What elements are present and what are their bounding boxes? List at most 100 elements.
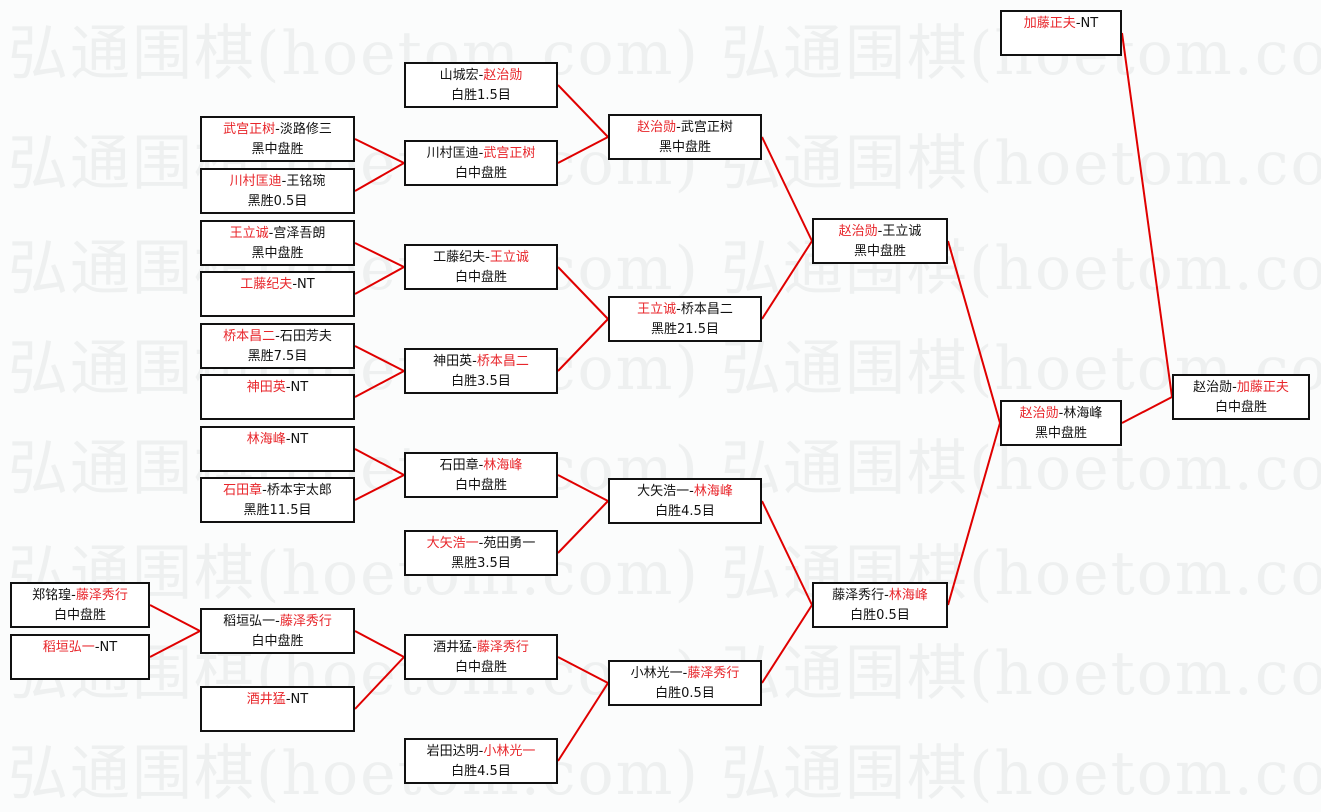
match-box: 酒井猛-NT bbox=[200, 686, 355, 732]
match-box: 神田英-桥本昌二 白胜3.5目 bbox=[404, 348, 558, 394]
white-player: 王立诚 bbox=[882, 224, 922, 239]
separator: - bbox=[689, 484, 694, 499]
match-players: 山城宏-赵治勋 bbox=[406, 66, 556, 86]
bracket-connector bbox=[149, 604, 201, 632]
match-result: 黑中盘胜 bbox=[251, 142, 304, 157]
match-result: 白胜0.5目 bbox=[655, 686, 715, 701]
match-box: 工藤纪夫-王立诚 白中盘胜 bbox=[404, 244, 558, 290]
black-player: 赵治勋 bbox=[637, 120, 677, 135]
white-player: 加藤正夫 bbox=[1236, 380, 1289, 395]
bracket-connector bbox=[947, 240, 1001, 424]
black-player: 山城宏 bbox=[439, 68, 479, 83]
separator: - bbox=[285, 432, 291, 447]
match-box: 王立诚-宫泽吾朗黑中盘胜 bbox=[200, 220, 355, 266]
white-player: 藤泽秀行 bbox=[476, 640, 529, 655]
black-player: 神田英 bbox=[433, 354, 473, 369]
match-result: 黑胜0.5目 bbox=[247, 194, 308, 209]
separator: - bbox=[1058, 406, 1064, 421]
black-player: 酒井猛 bbox=[433, 640, 473, 655]
match-players: 武宫正树-淡路修三 bbox=[202, 120, 353, 140]
white-player: 桥本昌二 bbox=[476, 354, 529, 369]
white-player: 赵治勋 bbox=[483, 68, 523, 83]
match-result: 白中盘胜 bbox=[53, 608, 106, 623]
match-box: 稻垣弘一-NT bbox=[10, 634, 150, 680]
white-player: 武宫正树 bbox=[483, 146, 536, 161]
black-player: 川村匡迪 bbox=[229, 174, 282, 189]
separator: - bbox=[285, 380, 291, 395]
bracket-connector bbox=[557, 84, 609, 138]
bracket-connector bbox=[557, 682, 609, 762]
match-players: 石田章-桥本宇太郎 bbox=[202, 481, 353, 501]
match-players: 稻垣弘一-藤泽秀行 bbox=[202, 612, 353, 632]
bracket-connector bbox=[149, 630, 201, 658]
match-players: 神田英-桥本昌二 bbox=[406, 352, 556, 372]
black-player: 工藤纪夫 bbox=[433, 250, 486, 265]
white-player: 王立诚 bbox=[489, 250, 529, 265]
separator: - bbox=[682, 666, 688, 681]
separator: - bbox=[877, 224, 883, 239]
bracket-connector bbox=[557, 318, 609, 372]
match-box: 石田章-桥本宇太郎 黑胜11.5目 bbox=[200, 477, 355, 523]
match-players: 加藤正夫-NT bbox=[1002, 14, 1120, 34]
match-box: 加藤正夫-NT bbox=[1000, 10, 1122, 56]
match-box: 工藤纪夫-NT bbox=[200, 271, 355, 317]
bracket-connector bbox=[557, 136, 609, 164]
bracket-connector bbox=[354, 266, 405, 295]
separator: - bbox=[478, 536, 484, 551]
match-players: 岩田达明-小林光一 bbox=[406, 742, 556, 762]
separator: - bbox=[884, 588, 889, 603]
bracket-connector bbox=[557, 266, 609, 320]
match-players: 王立诚-宫泽吾朗 bbox=[202, 224, 353, 244]
separator: - bbox=[478, 146, 484, 161]
black-player: 赵治勋 bbox=[838, 224, 878, 239]
white-player: 林海峰 bbox=[888, 588, 928, 603]
match-players: 稻垣弘一-NT bbox=[12, 638, 148, 658]
match-result: 黑胜7.5目 bbox=[247, 349, 308, 364]
match-result: 黑中盘胜 bbox=[251, 246, 304, 261]
white-player: 藤泽秀行 bbox=[687, 666, 740, 681]
white-player: 王铭琬 bbox=[286, 174, 326, 189]
separator: - bbox=[275, 614, 280, 629]
white-player: 小林光一 bbox=[483, 744, 536, 759]
black-player: 稻垣弘一 bbox=[42, 640, 95, 655]
bracket-connector bbox=[761, 240, 813, 320]
black-player: 武宫正树 bbox=[223, 122, 276, 137]
bracket-connector bbox=[761, 604, 813, 684]
match-result: 白胜4.5目 bbox=[655, 504, 715, 519]
bracket-connector bbox=[354, 162, 405, 192]
match-box: 赵治勋-武宫正树 黑中盘胜 bbox=[608, 114, 762, 160]
bracket-connector bbox=[354, 138, 405, 164]
match-players: 川村匡迪-王铭琬 bbox=[202, 172, 353, 192]
black-player: 大矢浩一 bbox=[637, 484, 690, 499]
match-box: 酒井猛-藤泽秀行白中盘胜 bbox=[404, 634, 558, 680]
bracket-connector bbox=[557, 656, 609, 684]
match-players: 酒井猛-藤泽秀行 bbox=[406, 638, 556, 658]
match-result: 白中盘胜 bbox=[454, 166, 507, 181]
separator: - bbox=[275, 122, 280, 137]
match-players: 藤泽秀行-林海峰 bbox=[814, 586, 946, 606]
separator: - bbox=[292, 277, 298, 292]
white-player: 淡路修三 bbox=[279, 122, 332, 137]
black-player: 川村匡迪 bbox=[426, 146, 479, 161]
match-box: 赵治勋-王立诚 黑中盘胜 bbox=[812, 218, 948, 264]
black-player: 郑铭瑝 bbox=[32, 588, 72, 603]
match-players: 大矢浩一-苑田勇一 bbox=[406, 534, 556, 554]
match-result: 黑中盘胜 bbox=[658, 140, 711, 155]
separator: - bbox=[472, 354, 477, 369]
white-player: 林海峰 bbox=[1063, 406, 1103, 421]
white-player: NT bbox=[290, 380, 309, 395]
white-player: 林海峰 bbox=[483, 458, 523, 473]
separator: - bbox=[478, 68, 484, 83]
match-players: 神田英-NT bbox=[202, 378, 353, 398]
match-players: 小林光一-藤泽秀行 bbox=[610, 664, 760, 684]
separator: - bbox=[268, 226, 274, 241]
bracket-connector bbox=[354, 345, 405, 372]
separator: - bbox=[1232, 380, 1237, 395]
bracket-connector bbox=[354, 370, 405, 398]
match-players: 工藤纪夫-王立诚 bbox=[406, 248, 556, 268]
separator: - bbox=[1075, 16, 1081, 31]
match-result: 黑胜3.5目 bbox=[451, 556, 511, 571]
bracket-connector bbox=[557, 474, 609, 502]
match-box: 桥本昌二-石田芳夫 黑胜7.5目 bbox=[200, 323, 355, 369]
match-result: 白中盘胜 bbox=[454, 660, 507, 675]
